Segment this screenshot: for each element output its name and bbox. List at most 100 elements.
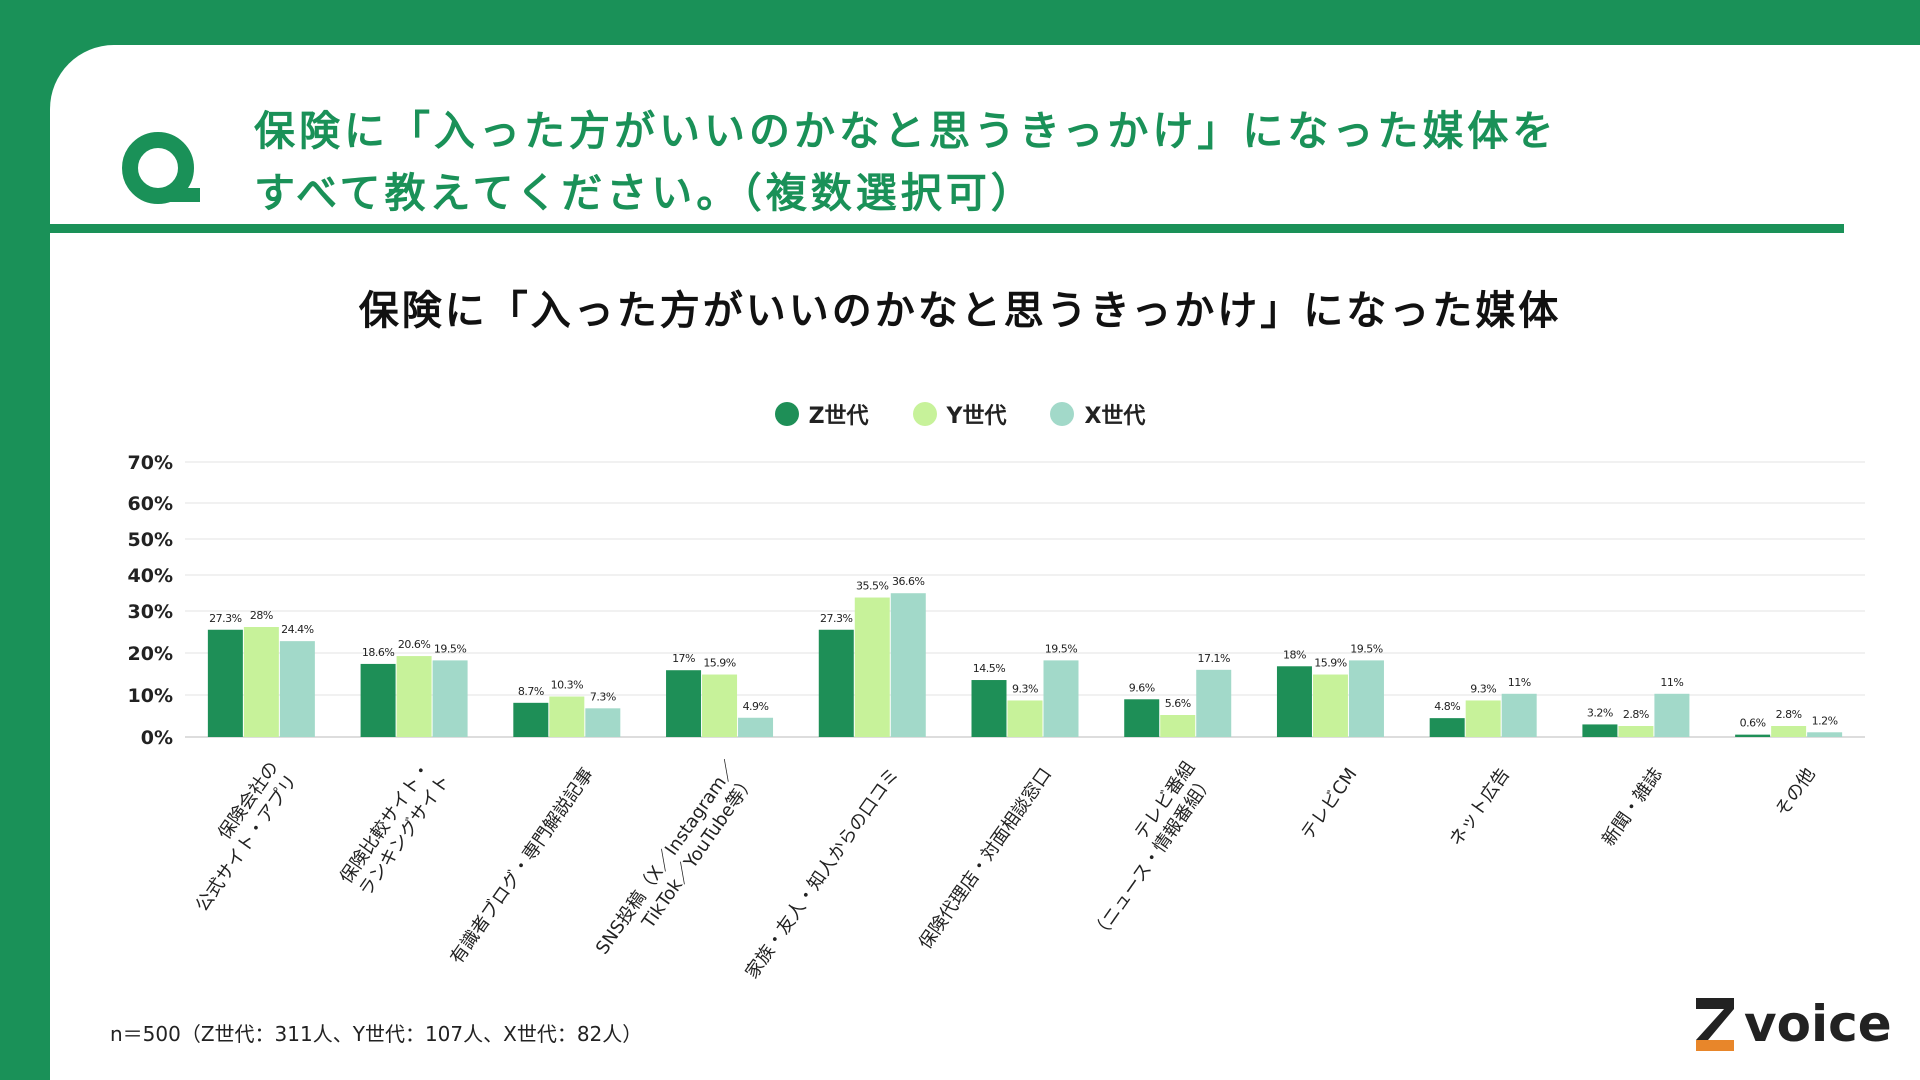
legend-item-x: X世代 bbox=[1050, 398, 1145, 430]
y-tick-label: 60% bbox=[128, 493, 173, 515]
bar bbox=[1429, 718, 1465, 737]
data-label: 15.9% bbox=[1314, 657, 1346, 670]
category-label: 新聞・雑誌 bbox=[1598, 764, 1667, 850]
category-label-line: （ニュース・情報番組） bbox=[1088, 771, 1218, 945]
zvoice-logo: voice bbox=[1694, 996, 1892, 1052]
category-label-line: ネット広告 bbox=[1445, 764, 1514, 850]
bar bbox=[207, 629, 243, 737]
data-label: 27.3% bbox=[209, 612, 241, 625]
legend-label-x: X世代 bbox=[1084, 404, 1146, 429]
bar bbox=[1160, 715, 1196, 737]
category-label: その他 bbox=[1771, 764, 1819, 820]
legend-item-y: Y世代 bbox=[912, 398, 1007, 430]
legend-label-y: Y世代 bbox=[946, 404, 1007, 429]
bar bbox=[1312, 674, 1348, 737]
question-line-2: すべて教えてください。（複数選択可） bbox=[254, 169, 1036, 217]
data-label: 17% bbox=[672, 652, 695, 665]
question-text: 保険に「入った方がいいのかなと思うきっかけ」になった媒体を すべて教えてください… bbox=[254, 100, 1654, 224]
data-label: 11% bbox=[1660, 676, 1683, 689]
data-label: 2.8% bbox=[1776, 708, 1802, 721]
legend-dot-x bbox=[1050, 402, 1075, 426]
bar bbox=[585, 708, 621, 737]
bar bbox=[1348, 660, 1384, 737]
bar bbox=[1807, 732, 1843, 737]
legend-item-z: Z世代 bbox=[774, 398, 869, 430]
chart-legend: Z世代 Y世代 X世代 bbox=[0, 398, 1920, 430]
data-label: 36.6% bbox=[892, 575, 924, 588]
category-label-line: 新聞・雑誌 bbox=[1598, 764, 1667, 850]
data-label: 4.9% bbox=[743, 700, 769, 713]
chart-title: 保険に「入った方がいいのかなと思うきっかけ」になった媒体 bbox=[358, 288, 1562, 334]
bar bbox=[1618, 726, 1654, 737]
category-label-line: 家族・友人・知人からの口コミ bbox=[742, 764, 904, 982]
question-line-1: 保険に「入った方がいいのかなと思うきっかけ」になった媒体を bbox=[254, 107, 1558, 155]
y-tick-label: 40% bbox=[128, 565, 173, 587]
data-label: 9.3% bbox=[1012, 682, 1038, 695]
bar bbox=[360, 663, 396, 737]
data-label: 11% bbox=[1508, 676, 1531, 689]
data-label: 19.5% bbox=[1045, 642, 1077, 655]
bar bbox=[1654, 693, 1690, 737]
data-label: 19.5% bbox=[434, 642, 466, 655]
data-label: 35.5% bbox=[856, 580, 888, 593]
bar bbox=[1771, 726, 1807, 737]
category-label-line: SNS投稿（X／Instagram／ bbox=[592, 758, 741, 959]
data-label: 4.8% bbox=[1434, 700, 1460, 713]
y-tick-label: 70% bbox=[128, 452, 173, 474]
legend-dot-y bbox=[912, 402, 937, 426]
y-tick-label: 20% bbox=[128, 643, 173, 665]
data-label: 3.2% bbox=[1587, 706, 1613, 719]
bar bbox=[818, 629, 854, 737]
bar bbox=[1196, 669, 1232, 737]
data-label: 5.6% bbox=[1165, 697, 1191, 710]
bar bbox=[890, 593, 926, 737]
category-label-line: 保険代理店・対面相談窓口 bbox=[915, 764, 1056, 953]
bar bbox=[513, 702, 549, 737]
category-label: ネット広告 bbox=[1445, 764, 1514, 850]
bar bbox=[279, 641, 315, 737]
y-tick-label: 0% bbox=[141, 727, 173, 749]
y-tick-label: 50% bbox=[128, 529, 173, 551]
data-label: 0.6% bbox=[1740, 717, 1766, 730]
data-label: 1.2% bbox=[1812, 714, 1838, 727]
data-label: 24.4% bbox=[281, 623, 313, 636]
legend-dot-z bbox=[774, 402, 799, 426]
data-label: 19.5% bbox=[1350, 642, 1382, 655]
sample-size-footnote: n＝500（Z世代：311人、Y世代：107人、X世代：82人） bbox=[110, 1022, 643, 1046]
logo-text: voice bbox=[1744, 995, 1892, 1053]
z-logo-icon bbox=[1696, 998, 1734, 1051]
data-label: 20.6% bbox=[398, 638, 430, 651]
bar bbox=[243, 627, 279, 737]
y-tick-label: 10% bbox=[128, 685, 173, 707]
bar bbox=[1124, 699, 1160, 737]
bar bbox=[1465, 700, 1501, 737]
bar bbox=[666, 670, 702, 737]
category-label-line: テレビCM bbox=[1297, 764, 1361, 843]
bar bbox=[432, 660, 468, 737]
category-label-line: その他 bbox=[1771, 764, 1819, 820]
data-label: 7.3% bbox=[590, 690, 616, 703]
category-label: 保険代理店・対面相談窓口 bbox=[915, 764, 1056, 953]
data-label: 14.5% bbox=[973, 662, 1005, 675]
bar bbox=[971, 680, 1007, 737]
question-q-icon bbox=[122, 132, 200, 204]
bar bbox=[738, 717, 774, 737]
bar bbox=[549, 696, 585, 737]
content-card bbox=[50, 45, 1920, 1080]
data-label: 8.7% bbox=[518, 685, 544, 698]
data-label: 18% bbox=[1283, 648, 1306, 661]
bar bbox=[396, 656, 432, 737]
data-label: 27.3% bbox=[820, 612, 852, 625]
bar bbox=[1582, 724, 1618, 737]
bar bbox=[1007, 700, 1043, 737]
y-tick-label: 30% bbox=[128, 601, 173, 623]
category-label: 家族・友人・知人からの口コミ bbox=[742, 764, 904, 982]
data-label: 18.6% bbox=[362, 646, 394, 659]
category-label: テレビCM bbox=[1297, 764, 1361, 843]
data-label: 15.9% bbox=[703, 657, 735, 670]
data-label: 9.6% bbox=[1129, 681, 1155, 694]
data-label: 28% bbox=[250, 609, 273, 622]
bar bbox=[1735, 734, 1771, 737]
data-label: 10.3% bbox=[551, 679, 583, 692]
bar bbox=[1043, 660, 1079, 737]
